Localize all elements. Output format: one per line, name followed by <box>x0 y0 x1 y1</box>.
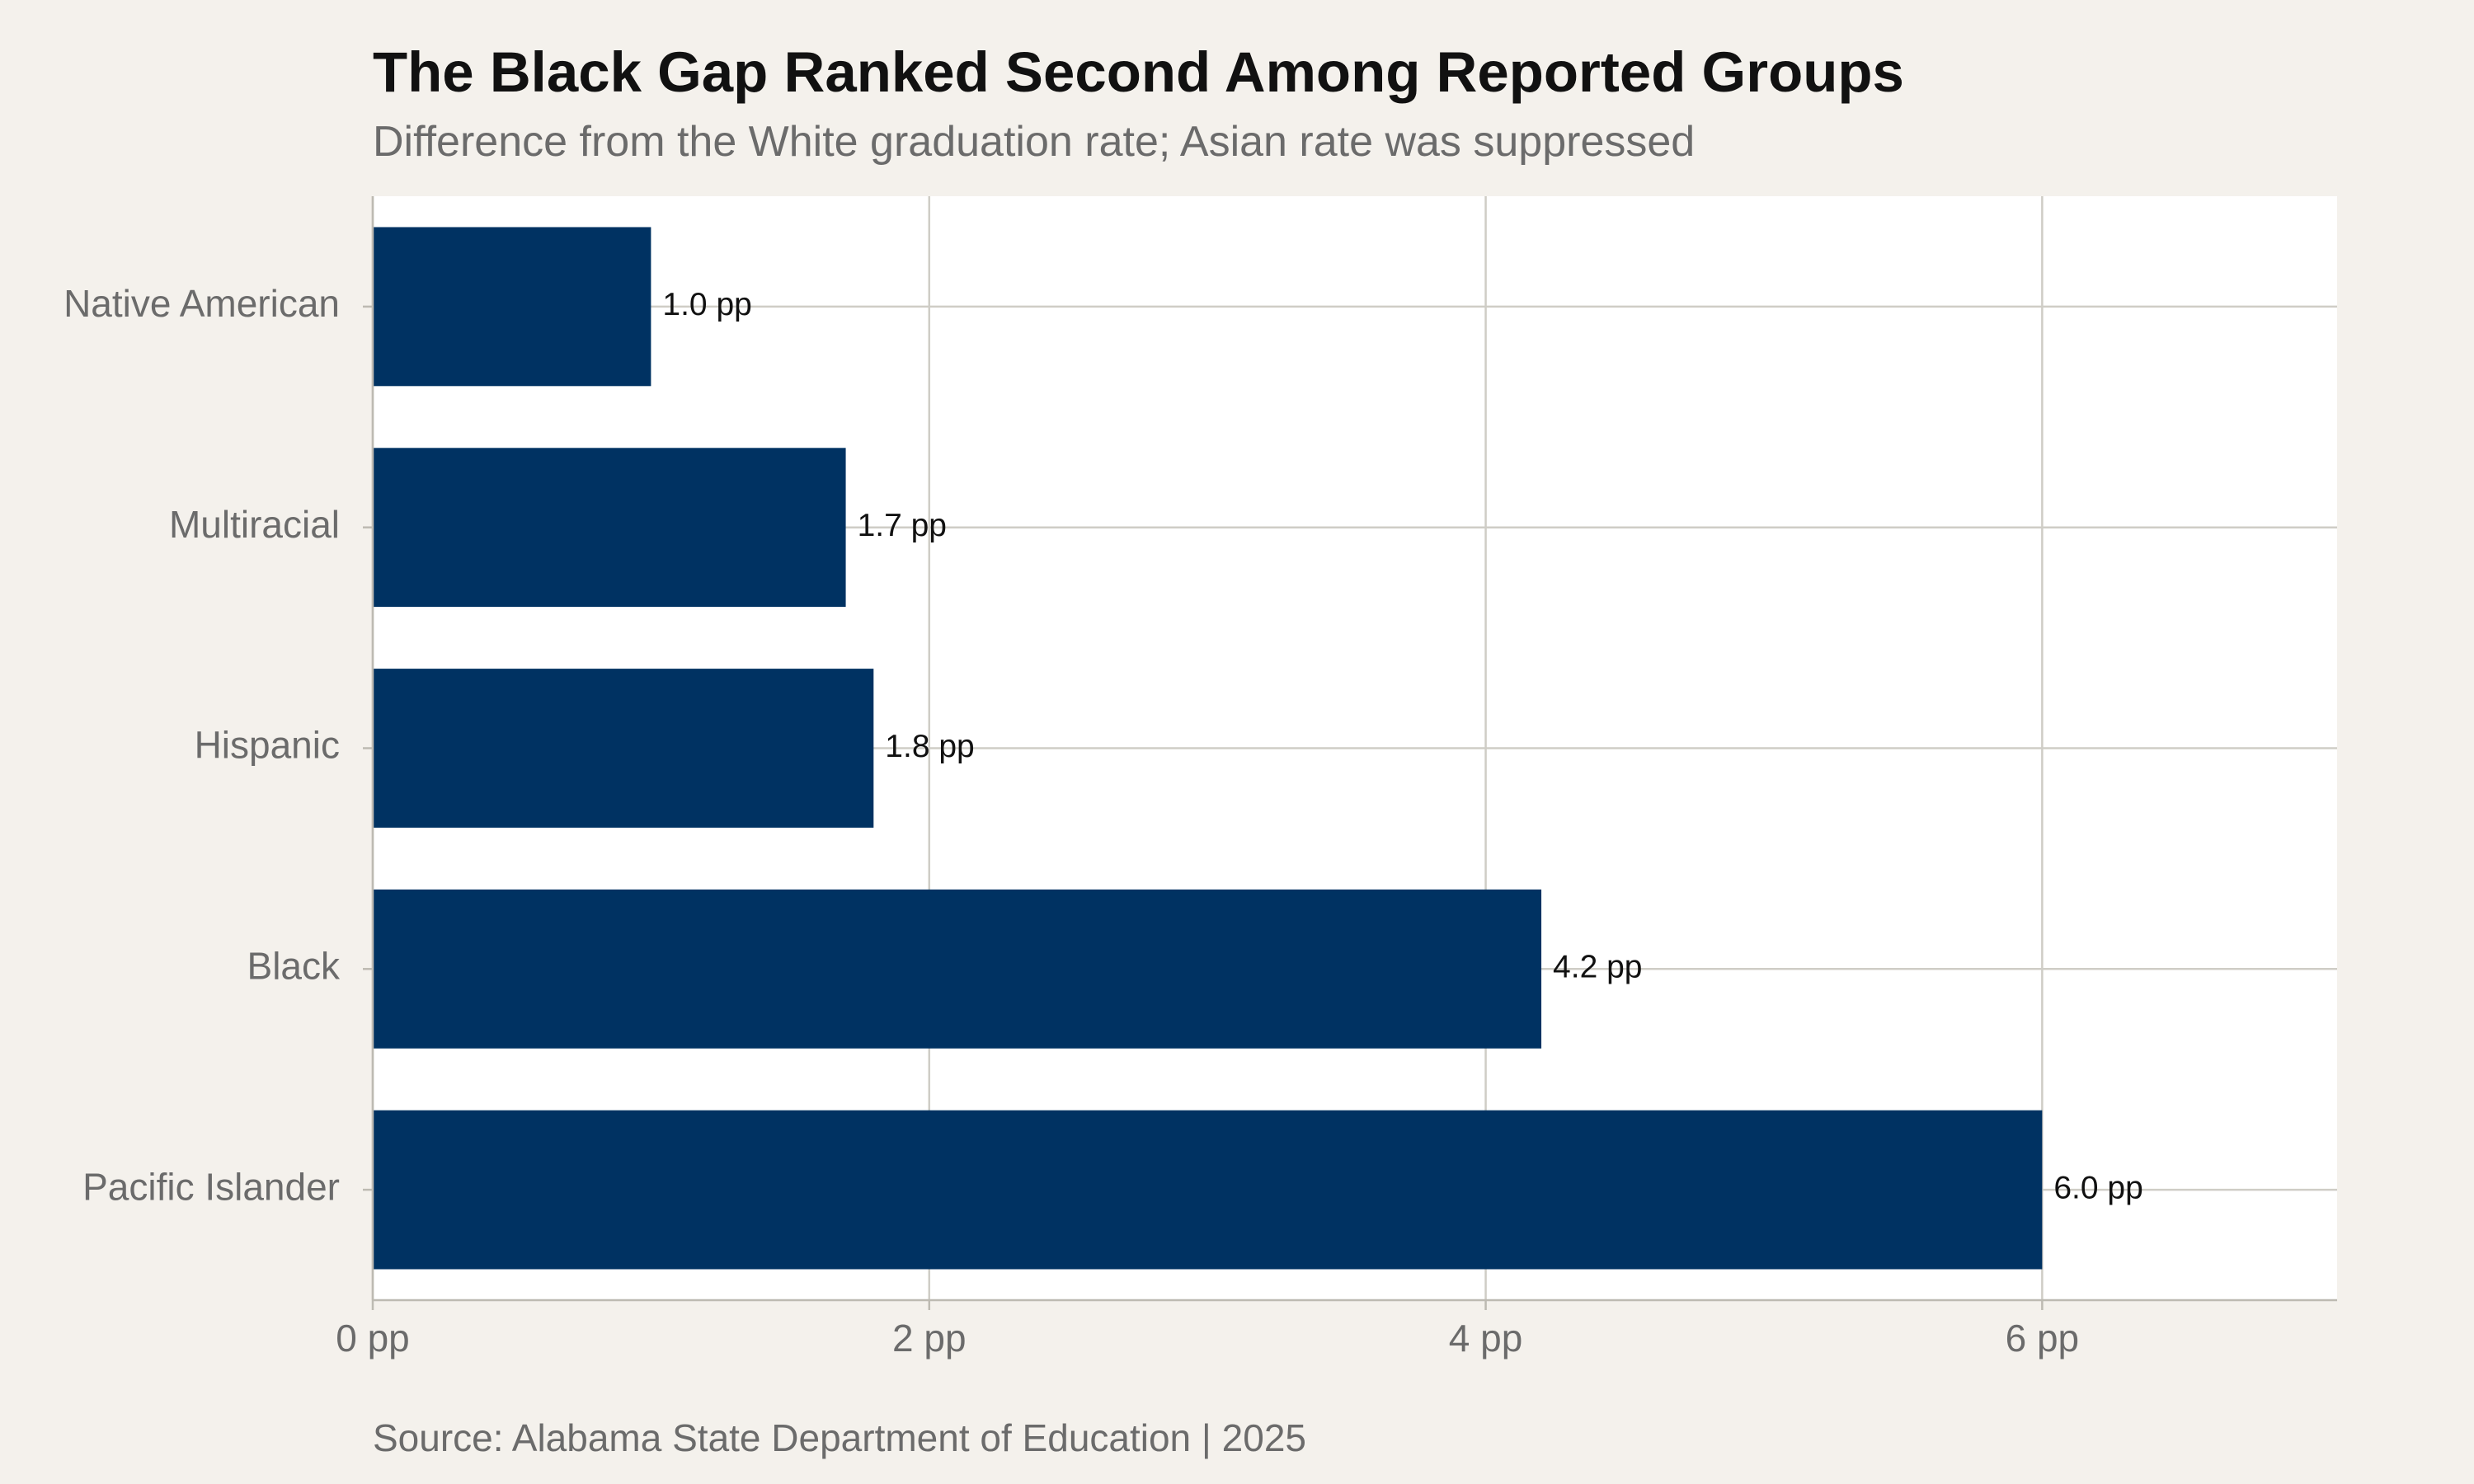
chart-caption: Source: Alabama State Department of Educ… <box>373 1416 1306 1459</box>
x-tick-label: 4 pp <box>1449 1317 1523 1360</box>
chart-title: The Black Gap Ranked Second Among Report… <box>373 40 1904 104</box>
bar <box>373 448 846 608</box>
x-tick-label: 2 pp <box>892 1317 967 1360</box>
chart-subtitle: Difference from the White graduation rat… <box>373 118 1695 166</box>
x-tick-label: 6 pp <box>2006 1317 2080 1360</box>
data-label: 1.7 pp <box>858 508 947 543</box>
category-label: Pacific Islander <box>82 1165 340 1208</box>
x-tick-label: 0 pp <box>336 1317 410 1360</box>
category-label: Multiracial <box>169 503 340 546</box>
category-label: Black <box>247 944 341 987</box>
axes <box>363 196 2337 1310</box>
data-label: 6.0 pp <box>2053 1170 2142 1205</box>
bars <box>373 227 2043 1270</box>
bar <box>373 889 1542 1049</box>
data-label: 1.8 pp <box>885 729 974 764</box>
data-label: 1.0 pp <box>662 287 751 322</box>
bar <box>373 227 651 387</box>
category-label: Hispanic <box>195 724 340 767</box>
category-label: Native American <box>63 282 340 325</box>
bar <box>373 1110 2043 1270</box>
data-label: 4.2 pp <box>1553 950 1642 985</box>
bar <box>373 669 874 828</box>
labels: 1.0 pp 1.7 pp 1.8 pp 4.2 pp 6.0 pp 0 pp 2 pp 4 … <box>63 282 2143 1360</box>
